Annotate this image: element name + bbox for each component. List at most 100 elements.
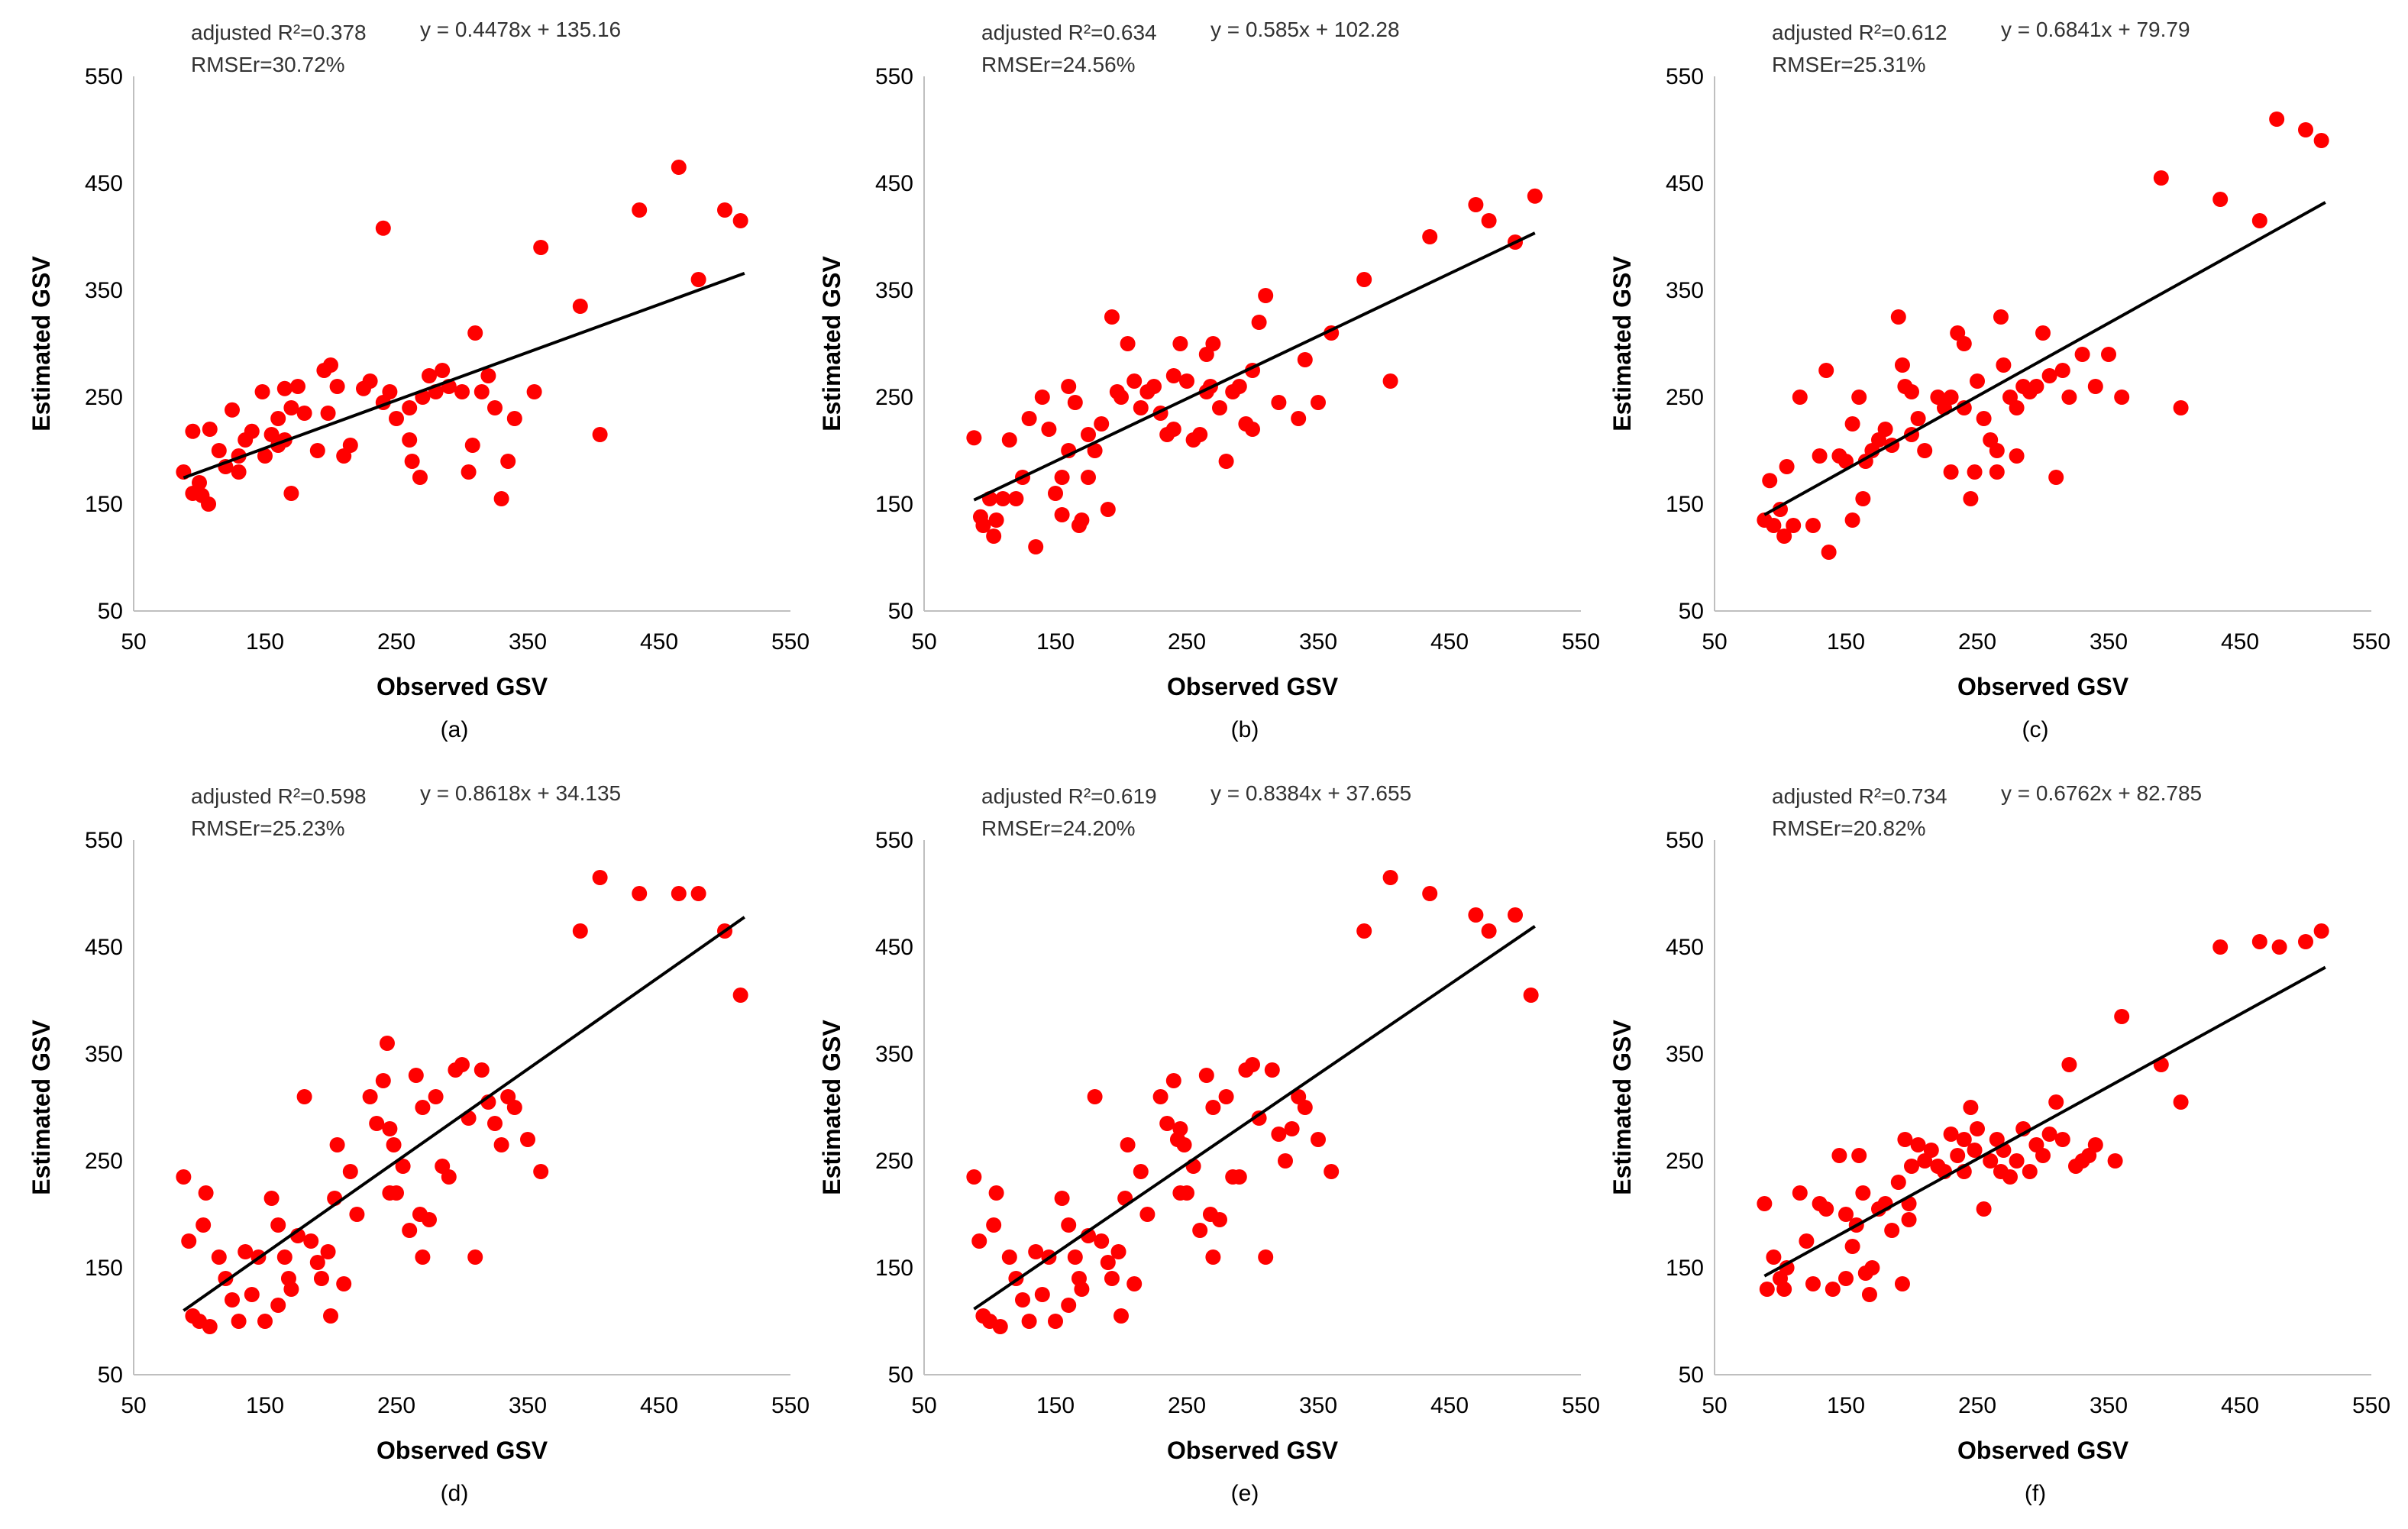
chart-panel-3: 50 150 250 350 450 550 50 150 250 350 450 550 Observ… [1608, 18, 2390, 742]
data-point [2107, 1153, 2123, 1169]
data-point [1061, 1298, 1077, 1313]
data-point [464, 438, 480, 453]
data-point [1382, 373, 1398, 389]
data-point [276, 380, 293, 396]
data-point [2251, 934, 2267, 949]
y-tick-label: 150 [85, 1256, 123, 1281]
data-point [2054, 363, 2070, 378]
data-point [572, 299, 588, 314]
y-axis-title: Estimated GSV [818, 1020, 845, 1195]
y-tick-label: 250 [1666, 1149, 1704, 1174]
data-point [1001, 432, 1017, 448]
trendline-equation: y = 0.8384x + 37.655 [1210, 781, 1411, 805]
data-point [2061, 1057, 2077, 1072]
data-point [1104, 309, 1120, 325]
data-point [1048, 1314, 1063, 1329]
data-point [1864, 1260, 1880, 1275]
data-point [1943, 464, 1959, 480]
x-tick-label: 150 [1036, 1393, 1075, 1418]
data-point [1139, 1207, 1156, 1222]
data-point [2173, 400, 2189, 415]
data-point [1074, 1282, 1090, 1297]
data-point [1762, 473, 1778, 489]
trendline-equation: y = 0.8618x + 34.135 [420, 781, 621, 805]
x-tick-label: 550 [771, 1393, 810, 1418]
data-point [1133, 400, 1149, 415]
data-point [520, 1132, 535, 1147]
data-point [196, 1217, 212, 1233]
data-point [533, 240, 549, 255]
data-point [1324, 1164, 1340, 1179]
data-point [1278, 1153, 1293, 1169]
data-point [461, 464, 477, 480]
data-points [966, 188, 1543, 554]
data-point [435, 363, 451, 378]
data-point [506, 411, 522, 426]
data-point [1113, 390, 1129, 405]
data-point [1054, 470, 1070, 485]
data-point [2074, 347, 2090, 362]
data-point [474, 384, 490, 399]
data-point [1792, 1185, 1808, 1201]
data-point [1245, 422, 1260, 437]
data-point [1179, 373, 1194, 389]
data-point [2048, 470, 2064, 485]
data-point [1034, 390, 1050, 405]
data-point [690, 886, 706, 901]
data-point [1297, 352, 1313, 367]
data-point [1152, 1089, 1168, 1104]
x-tick-label: 250 [1168, 629, 1206, 655]
trend-line [973, 231, 1536, 502]
trend-line [1763, 965, 2326, 1278]
data-point [1821, 545, 1837, 560]
data-point [211, 1249, 227, 1265]
y-tick-label: 150 [875, 492, 913, 517]
y-tick-label: 350 [1666, 278, 1704, 303]
data-point [313, 1271, 329, 1286]
data-point [309, 443, 325, 458]
data-point [2173, 1094, 2189, 1110]
data-point [467, 1249, 483, 1265]
data-point [1081, 470, 1096, 485]
data-point [244, 423, 260, 439]
x-tick-label: 50 [121, 629, 146, 655]
data-point [329, 1137, 345, 1152]
x-axis-title: Observed GSV [1957, 1437, 2129, 1464]
y-tick-label: 50 [98, 1363, 123, 1388]
data-point [986, 529, 1002, 544]
x-axis-title: Observed GSV [1167, 1437, 1339, 1464]
data-point [202, 422, 218, 437]
data-point [1021, 411, 1037, 426]
y-tick-label: 350 [85, 278, 123, 303]
y-tick-label: 50 [1679, 599, 1704, 624]
data-point [309, 1255, 325, 1270]
x-tick-label: 50 [121, 1393, 146, 1418]
data-point [1825, 1282, 1841, 1297]
chart-panel-4: 50 150 250 350 450 550 50 150 250 350 450 550 Observ… [27, 781, 810, 1506]
panel-label: (f) [2025, 1481, 2046, 1506]
rmse-annotation: RMSEr=25.23% [191, 816, 345, 840]
data-point [592, 427, 608, 442]
data-point [1844, 416, 1860, 432]
data-point [1297, 1100, 1313, 1115]
data-point [1356, 923, 1372, 939]
y-tick-label: 350 [875, 278, 913, 303]
data-point [1198, 347, 1214, 362]
y-tick-label: 50 [888, 599, 913, 624]
data-point [1054, 507, 1070, 522]
trend-line [1763, 201, 2326, 516]
data-points [966, 870, 1539, 1334]
data-point [379, 1036, 395, 1051]
data-point [1021, 1314, 1037, 1329]
data-point [1983, 1153, 1999, 1169]
panel-label: (e) [1231, 1481, 1259, 1506]
y-tick-label: 150 [1666, 1256, 1704, 1281]
data-point [283, 1282, 299, 1297]
data-point [717, 202, 732, 218]
r2-annotation: adjusted R²=0.634 [981, 21, 1157, 44]
y-tick-label: 250 [85, 385, 123, 410]
data-point [303, 1233, 319, 1249]
data-point [1776, 529, 1792, 544]
data-point [572, 923, 588, 939]
data-point [1311, 1132, 1326, 1147]
